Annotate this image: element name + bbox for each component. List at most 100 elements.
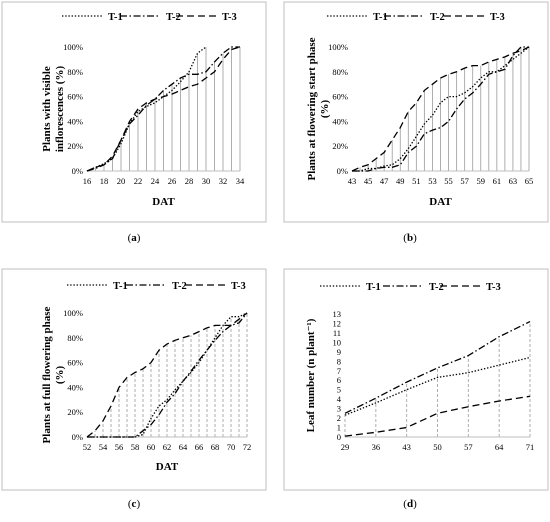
y-axis-title-line: Plants at full flowering phase — [41, 306, 53, 443]
chart-panel-b: 0% 20% 40% 60% 80% 100% 43 45 47 49 51 53 55 57 59 61 63… — [283, 1, 549, 244]
series-line-t-2 — [86, 46, 240, 172]
x-tick-label: 57 — [464, 442, 473, 452]
series-line-t-1 — [87, 312, 248, 438]
y-tick-label: 0% — [337, 166, 348, 176]
panel-caption: (c) — [128, 498, 141, 510]
y-axis-title-line: (%) — [54, 366, 66, 385]
y-tick-label: 20% — [332, 141, 348, 151]
x-tick-label: 56 — [115, 442, 124, 452]
x-tick-label: 51 — [412, 176, 421, 186]
y-axis-title: Leaf number (n plant⁻¹) — [305, 318, 317, 432]
y-tick-label: 13 — [333, 309, 342, 319]
x-axis-title: DAT — [429, 196, 452, 208]
x-tick-label: 66 — [195, 442, 204, 452]
chart-panel-a: 0% 20% 40% 60% 80% 100% 16 18 20 22 24 26 28 30 32 34 T-… — [1, 1, 267, 244]
x-tick-label: 34 — [236, 176, 245, 186]
x-axis-title: DAT — [152, 196, 175, 208]
series-line-t-3 — [344, 395, 531, 437]
legend-label: T-3 — [231, 281, 246, 292]
panel-frame — [283, 268, 549, 491]
x-tick-label: 30 — [202, 176, 211, 186]
series-line-t-3 — [86, 46, 241, 172]
x-tick-label: 57 — [460, 176, 469, 186]
y-axis-title: Plants at full flowering phase(%) — [41, 306, 66, 443]
y-tick-label: 40% — [67, 382, 83, 392]
y-tick-label: 60% — [332, 92, 348, 102]
x-tick-label: 65 — [525, 176, 534, 186]
y-tick-label: 9 — [337, 347, 341, 357]
series-line-t-1 — [344, 356, 531, 416]
chart-panel-c: 0% 20% 40% 60% 80% 100% 52 54 56 58 60 62 64 66 68 70 72… — [1, 268, 267, 510]
x-tick-label: 36 — [372, 442, 381, 452]
x-tick-label: 70 — [227, 442, 236, 452]
panel-caption-letter: b — [407, 232, 413, 244]
panel-caption: (b) — [403, 232, 417, 244]
x-tick-label: 50 — [433, 442, 442, 452]
legend-label: T-3 — [486, 282, 501, 293]
legend-label: T-1 — [366, 282, 381, 293]
y-tick-label: 60% — [67, 92, 83, 102]
series-line-t-2 — [344, 321, 531, 414]
y-tick-label: 20% — [67, 141, 83, 151]
legend-label: T-3 — [222, 12, 237, 23]
y-tick-label: 5 — [337, 385, 341, 395]
x-tick-label: 20 — [117, 176, 126, 186]
x-tick-label: 32 — [219, 176, 228, 186]
y-tick-label: 2 — [337, 413, 341, 423]
legend-label: T-2 — [166, 12, 181, 23]
x-tick-label: 53 — [428, 176, 437, 186]
y-tick-label: 0% — [72, 166, 83, 176]
x-tick-label: 72 — [243, 442, 252, 452]
x-tick-label: 55 — [444, 176, 453, 186]
y-tick-label: 100% — [63, 42, 83, 52]
y-tick-label: 40% — [332, 116, 348, 126]
legend-label: T-2 — [430, 12, 445, 23]
y-tick-label: 0% — [72, 432, 83, 442]
x-tick-label: 24 — [151, 176, 160, 186]
y-tick-label: 0 — [337, 432, 341, 442]
x-tick-label: 71 — [526, 442, 535, 452]
legend-label: T-1 — [108, 12, 123, 23]
x-tick-label: 61 — [493, 176, 502, 186]
y-axis-title-line: (%) — [319, 100, 331, 119]
series-line-t-3 — [86, 312, 248, 438]
x-tick-label: 58 — [131, 442, 140, 452]
y-axis-title-line: Plants with visible — [41, 66, 53, 152]
legend-label: T-1 — [373, 12, 388, 23]
x-tick-label: 68 — [211, 442, 220, 452]
y-tick-label: 7 — [337, 366, 341, 376]
panel-frame — [1, 1, 267, 223]
x-tick-label: 49 — [396, 176, 405, 186]
y-tick-label: 6 — [337, 375, 341, 385]
legend-label: T-2 — [172, 281, 187, 292]
legend-label: T-1 — [113, 281, 128, 292]
y-tick-label: 4 — [337, 394, 342, 404]
y-axis-title-line: inflorescences (%) — [54, 66, 66, 153]
panel-frame — [1, 268, 267, 491]
x-tick-label: 16 — [83, 176, 92, 186]
y-tick-label: 100% — [328, 42, 348, 52]
x-tick-label: 22 — [134, 176, 143, 186]
legend-label: T-3 — [490, 12, 505, 23]
y-tick-label: 11 — [333, 328, 341, 338]
panel-caption-letter: d — [407, 498, 413, 510]
x-tick-label: 52 — [83, 442, 92, 452]
y-tick-label: 12 — [333, 318, 342, 328]
series-line-t-1 — [352, 46, 530, 172]
y-tick-label: 8 — [337, 356, 341, 366]
y-axis-title: Plants at flowering start phase(%) — [306, 37, 331, 180]
y-axis-title: Plants with visibleinflorescences (%) — [41, 66, 66, 153]
x-axis-title: DAT — [156, 461, 179, 473]
panel-caption-letter: a — [131, 232, 137, 244]
y-tick-label: 40% — [67, 116, 83, 126]
x-tick-label: 43 — [348, 176, 357, 186]
legend-label: T-2 — [429, 282, 444, 293]
y-tick-label: 80% — [332, 67, 348, 77]
x-tick-label: 28 — [185, 176, 194, 186]
x-tick-label: 45 — [364, 176, 373, 186]
x-tick-label: 64 — [495, 442, 504, 452]
y-tick-label: 100% — [63, 308, 83, 318]
x-tick-label: 18 — [100, 176, 109, 186]
